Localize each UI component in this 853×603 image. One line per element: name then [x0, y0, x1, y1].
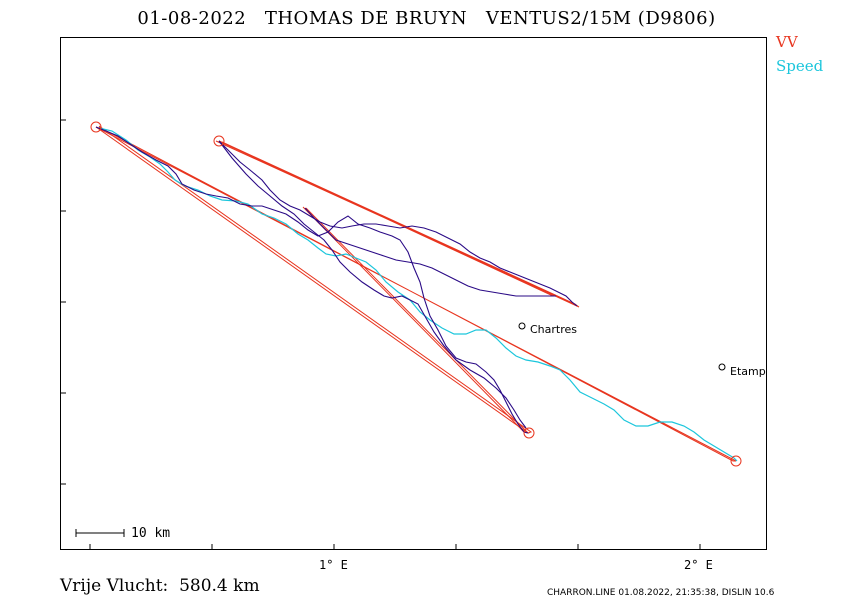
map-frame [60, 37, 767, 550]
flight-track [95, 126, 529, 434]
town-etampes-marker [718, 363, 726, 371]
scale-label: 10 km [131, 526, 171, 541]
x-tick-1e: 1° E [319, 558, 348, 572]
turnpoint-2 [213, 135, 225, 147]
task-leg-d [215, 140, 557, 297]
flight-track-2 [218, 140, 578, 307]
task-leg-a [95, 125, 533, 434]
turnpoint-4 [730, 455, 742, 467]
credit-line: CHARRON.LINE 01.08.2022, 21:35:38, DISLI… [547, 588, 775, 598]
task-leg-e [302, 206, 530, 434]
task-legs [95, 125, 737, 462]
town-chartres-marker [518, 322, 526, 330]
page-title: 01-08-2022 THOMAS DE BRUYN VENTUS2/15M (… [137, 8, 716, 29]
legend-vv: VV [776, 33, 798, 51]
turnpoint-start [90, 121, 102, 133]
town-chartres-label: Chartres [530, 323, 578, 336]
turnpoints [90, 121, 742, 467]
turnpoint-3 [523, 427, 535, 439]
x-tick-2e: 2° E [684, 558, 713, 572]
legend-vv-label: VV [776, 33, 798, 51]
flight-track-3 [218, 140, 527, 429]
town-etampes-label: Etampes [730, 365, 767, 378]
free-flight-distance: Vrije Vlucht: 580.4 km [60, 576, 260, 596]
legend-speed-label: Speed [776, 57, 824, 75]
task-leg-b [95, 126, 737, 462]
legend-speed: Speed [776, 57, 823, 75]
scale-bar [75, 529, 125, 537]
axis-ticks [60, 119, 701, 550]
flight-track-4 [304, 207, 556, 297]
